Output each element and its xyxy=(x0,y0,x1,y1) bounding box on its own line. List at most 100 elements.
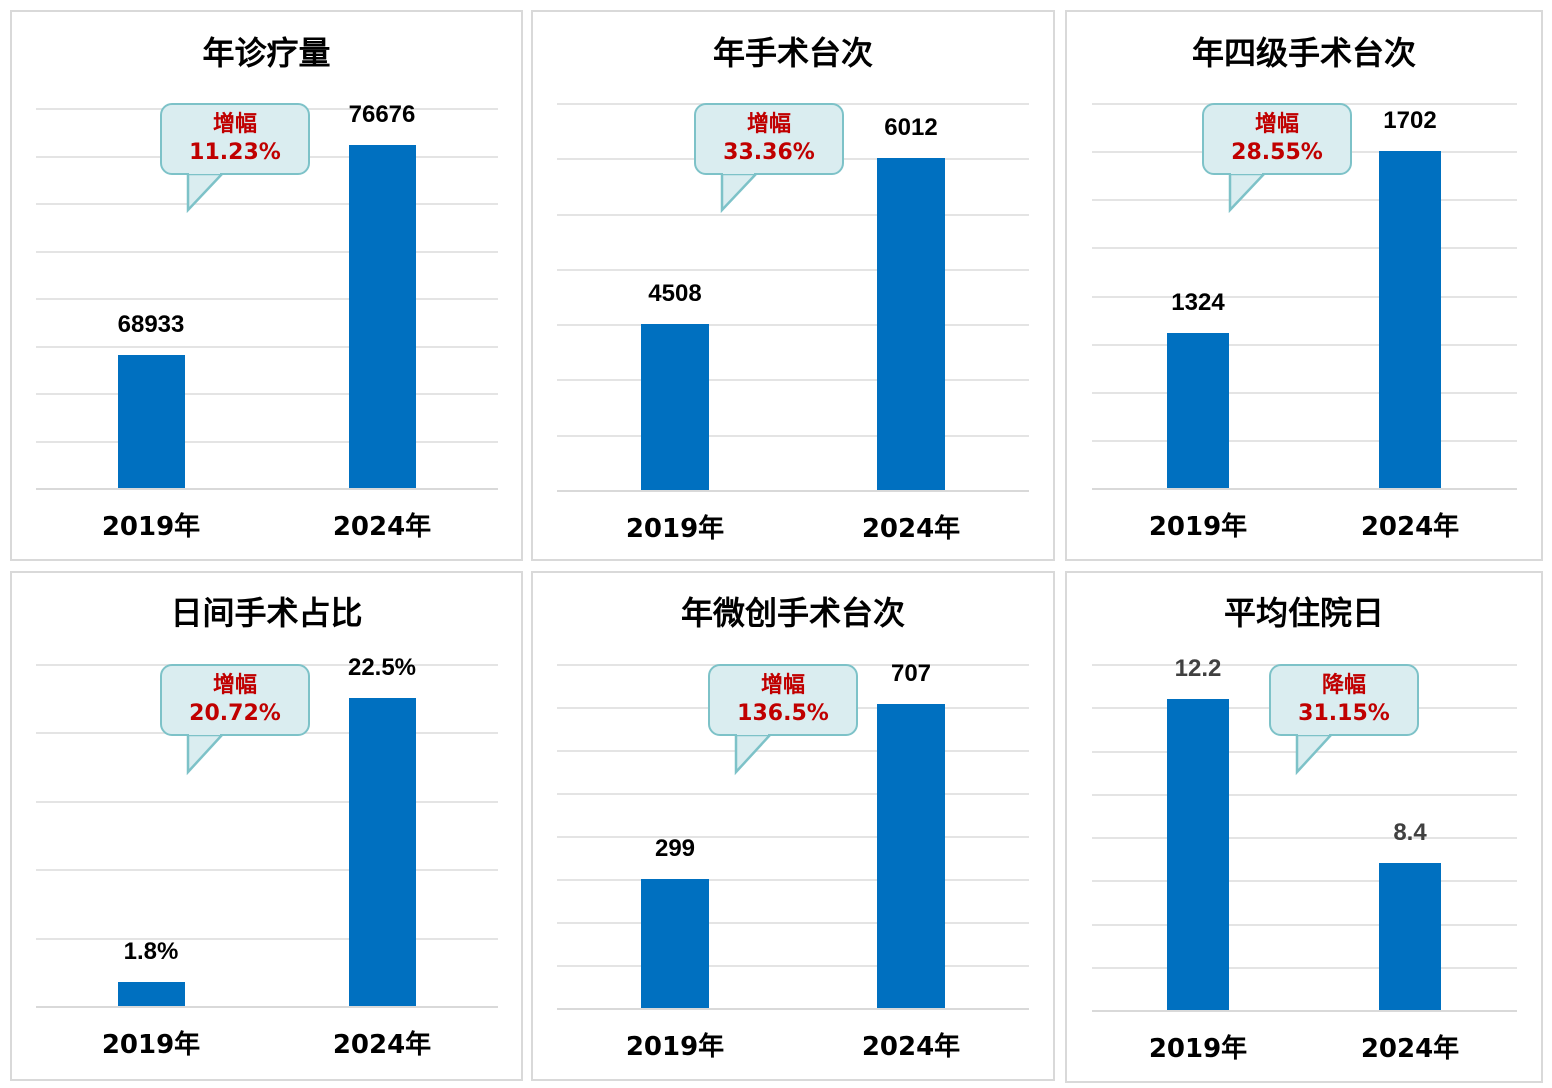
x-tick-label: 2019年 xyxy=(625,1032,725,1062)
callout-seam xyxy=(723,169,754,174)
x-tick-label: 2019年 xyxy=(101,512,201,542)
bar xyxy=(348,145,416,488)
callout-value: 20.72% xyxy=(189,701,281,726)
bar xyxy=(641,324,709,490)
x-tick-label: 2019年 xyxy=(1148,512,1248,542)
x-tick-label: 2024年 xyxy=(861,1032,961,1062)
gridline xyxy=(1092,343,1517,346)
bar xyxy=(117,355,185,488)
value-label: 1324 xyxy=(1171,289,1225,316)
callout-seam xyxy=(1231,169,1262,174)
gridline xyxy=(36,937,498,940)
bar xyxy=(348,698,416,1006)
x-tick-label: 2019年 xyxy=(625,514,725,544)
bar xyxy=(1167,333,1229,488)
change-callout: 增幅 11.23% xyxy=(160,103,310,175)
change-callout: 降幅 31.15% xyxy=(1269,664,1419,736)
chart-title: 年四级手术台次 xyxy=(1191,34,1416,72)
bar xyxy=(877,158,945,490)
callout-value: 33.36% xyxy=(723,140,815,165)
callout-value: 136.5% xyxy=(737,701,829,726)
gridline xyxy=(557,879,1029,881)
gridline xyxy=(36,203,498,205)
x-tick-label: 2019年 xyxy=(1148,1034,1248,1064)
change-callout: 增幅 136.5% xyxy=(708,664,858,736)
x-axis-line xyxy=(1092,1010,1517,1012)
value-label: 76676 xyxy=(348,101,416,128)
value-label: 68933 xyxy=(117,311,185,338)
callout-seam xyxy=(189,169,220,174)
callout-value: 11.23% xyxy=(189,140,281,165)
gridline xyxy=(36,345,498,348)
x-tick-label: 2019年 xyxy=(101,1030,201,1060)
callout-label: 增幅 xyxy=(1254,112,1299,137)
value-label: 1.8% xyxy=(123,938,179,965)
gridline xyxy=(557,268,1029,271)
gridline xyxy=(557,213,1029,216)
bar xyxy=(1379,863,1441,1010)
x-tick-label: 2024年 xyxy=(1360,512,1460,542)
value-label: 6012 xyxy=(884,114,938,141)
chart-panel xyxy=(531,10,1055,561)
value-label: 4508 xyxy=(648,280,702,307)
chart-panel xyxy=(531,571,1055,1081)
callout-label: 增幅 xyxy=(212,112,257,137)
change-callout: 增幅 33.36% xyxy=(694,103,844,175)
gridline xyxy=(36,393,498,395)
gridline xyxy=(1092,793,1517,796)
value-label: 8.4 xyxy=(1393,819,1427,846)
gridline xyxy=(557,793,1029,795)
bar xyxy=(117,982,185,1006)
gridline xyxy=(36,298,498,300)
gridline xyxy=(557,836,1029,838)
gridline xyxy=(1092,439,1517,442)
bar xyxy=(1167,699,1229,1010)
chart-panel xyxy=(1065,10,1543,561)
chart-panel xyxy=(1065,571,1543,1083)
gridline xyxy=(36,800,498,803)
x-axis-line xyxy=(557,1008,1029,1010)
gridline xyxy=(557,750,1029,752)
gridline xyxy=(1092,837,1517,839)
gridline xyxy=(1092,247,1517,250)
x-tick-label: 2024年 xyxy=(332,512,432,542)
value-label: 299 xyxy=(654,835,696,862)
gridline xyxy=(36,440,498,443)
x-axis-line xyxy=(36,1006,498,1008)
bar xyxy=(1379,151,1441,488)
gridline xyxy=(557,379,1029,382)
value-label: 12.2 xyxy=(1174,655,1222,682)
bar xyxy=(641,879,709,1008)
gridline xyxy=(1092,295,1517,298)
x-tick-label: 2024年 xyxy=(1360,1034,1460,1064)
x-axis-line xyxy=(36,488,498,490)
callout-label: 降幅 xyxy=(1321,673,1366,698)
chart-title: 年手术台次 xyxy=(712,34,873,72)
x-axis-line xyxy=(557,490,1029,492)
chart-title: 年微创手术台次 xyxy=(680,594,905,632)
gridline xyxy=(557,324,1029,327)
chart-title: 平均住院日 xyxy=(1223,594,1384,632)
callout-label: 增幅 xyxy=(212,673,257,698)
value-label: 1702 xyxy=(1383,107,1437,134)
x-tick-label: 2024年 xyxy=(861,514,961,544)
value-label: 707 xyxy=(890,660,932,687)
chart-panel xyxy=(10,571,523,1081)
gridline xyxy=(1092,923,1517,926)
value-label: 22.5% xyxy=(347,654,417,681)
gridline xyxy=(557,922,1029,924)
chart-panel xyxy=(10,10,523,561)
gridline xyxy=(1092,966,1517,969)
gridline xyxy=(36,250,498,253)
change-callout: 增幅 20.72% xyxy=(160,664,310,736)
gridline xyxy=(557,965,1029,967)
gridline xyxy=(1092,391,1517,394)
bar xyxy=(877,704,945,1008)
chart-title: 年诊疗量 xyxy=(202,34,331,72)
callout-label: 增幅 xyxy=(760,673,805,698)
callout-seam xyxy=(189,730,220,735)
x-tick-label: 2024年 xyxy=(332,1030,432,1060)
gridline xyxy=(557,434,1029,437)
chart-title: 日间手术占比 xyxy=(170,594,363,632)
